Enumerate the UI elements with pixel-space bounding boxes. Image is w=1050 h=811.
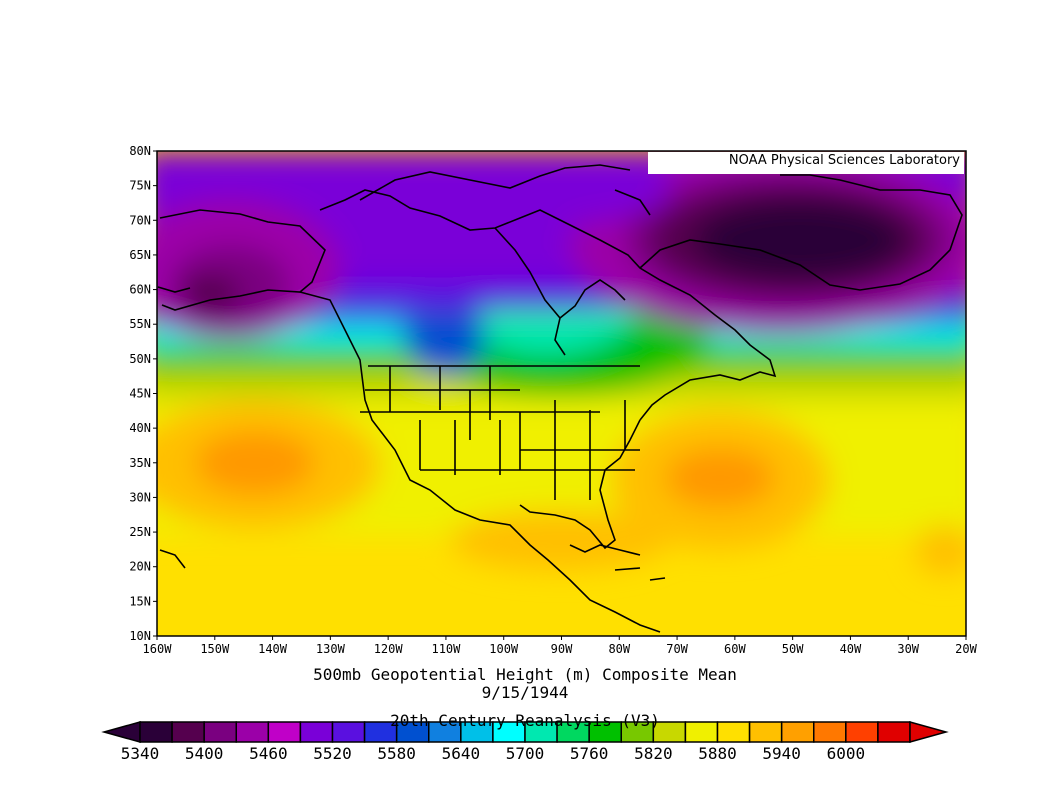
lon-tick-label: 60W (724, 642, 746, 656)
colorbar-label: 5880 (698, 744, 737, 763)
lon-tick-label: 90W (551, 642, 573, 656)
colorbar-label: 5400 (185, 744, 224, 763)
lat-tick-label: 25N (129, 525, 151, 539)
lon-tick-label: 70W (666, 642, 688, 656)
lon-tick-label: 140W (258, 642, 288, 656)
colorbar-high-arrow (909, 721, 949, 743)
lon-tick-label: 20W (955, 642, 977, 656)
latitude-axis: 80N 75N 70N 65N 60N 55N 50N 45N 40N 35N 30N 25N 20N 1… (129, 144, 157, 643)
lat-tick-label: 45N (129, 387, 151, 401)
lat-tick-label: 30N (129, 490, 151, 504)
lon-tick-label: 40W (840, 642, 862, 656)
lat-tick-label: 50N (129, 352, 151, 366)
lat-tick-label: 60N (129, 283, 151, 297)
lat-tick-label: 20N (129, 560, 151, 574)
lon-tick-label: 130W (316, 642, 346, 656)
lon-tick-label: 50W (782, 642, 804, 656)
colorbar-label: 5520 (313, 744, 352, 763)
colorbar-label: 5340 (121, 744, 160, 763)
colorbar-label: 5640 (442, 744, 481, 763)
colorbar-label: 5940 (762, 744, 801, 763)
lat-tick-label: 35N (129, 456, 151, 470)
coastlines (157, 164, 963, 633)
lat-tick-label: 10N (129, 629, 151, 643)
colorbar-label: 5820 (634, 744, 673, 763)
lon-tick-label: 100W (489, 642, 519, 656)
colorbar-label: 5700 (506, 744, 545, 763)
lat-tick-label: 65N (129, 248, 151, 262)
colorbar-label: 6000 (827, 744, 866, 763)
lat-tick-label: 15N (129, 594, 151, 608)
lon-tick-label: 160W (143, 642, 173, 656)
longitude-axis: 160W 150W 140W 130W 120W 110W 100W 90W 80W 70W 60W… (143, 636, 978, 656)
height-field (157, 151, 966, 636)
colorbar: 5340 5400 5460 5520 5580 5640 5700 5760 5820 5880… (101, 721, 949, 763)
colorbar-label: 5760 (570, 744, 609, 763)
lon-tick-label: 120W (374, 642, 404, 656)
lat-tick-label: 40N (129, 421, 151, 435)
lon-tick-label: 150W (200, 642, 230, 656)
colorbar-label: 5460 (249, 744, 288, 763)
lat-tick-label: 75N (129, 179, 151, 193)
dataset-source: 20th Century Reanalysis (V3) (390, 711, 660, 730)
lat-tick-label: 55N (129, 317, 151, 331)
lon-tick-label: 80W (608, 642, 630, 656)
lon-tick-label: 110W (431, 642, 461, 656)
plot-title: 500mb Geopotential Height (m) Composite … (313, 665, 737, 684)
plot-date: 9/15/1944 (481, 683, 569, 702)
credit-label: NOAA Physical Sciences Laboratory (648, 152, 964, 174)
colorbar-label: 5580 (377, 744, 416, 763)
lon-tick-label: 30W (897, 642, 919, 656)
lat-tick-label: 80N (129, 144, 151, 158)
lat-tick-label: 70N (129, 213, 151, 227)
